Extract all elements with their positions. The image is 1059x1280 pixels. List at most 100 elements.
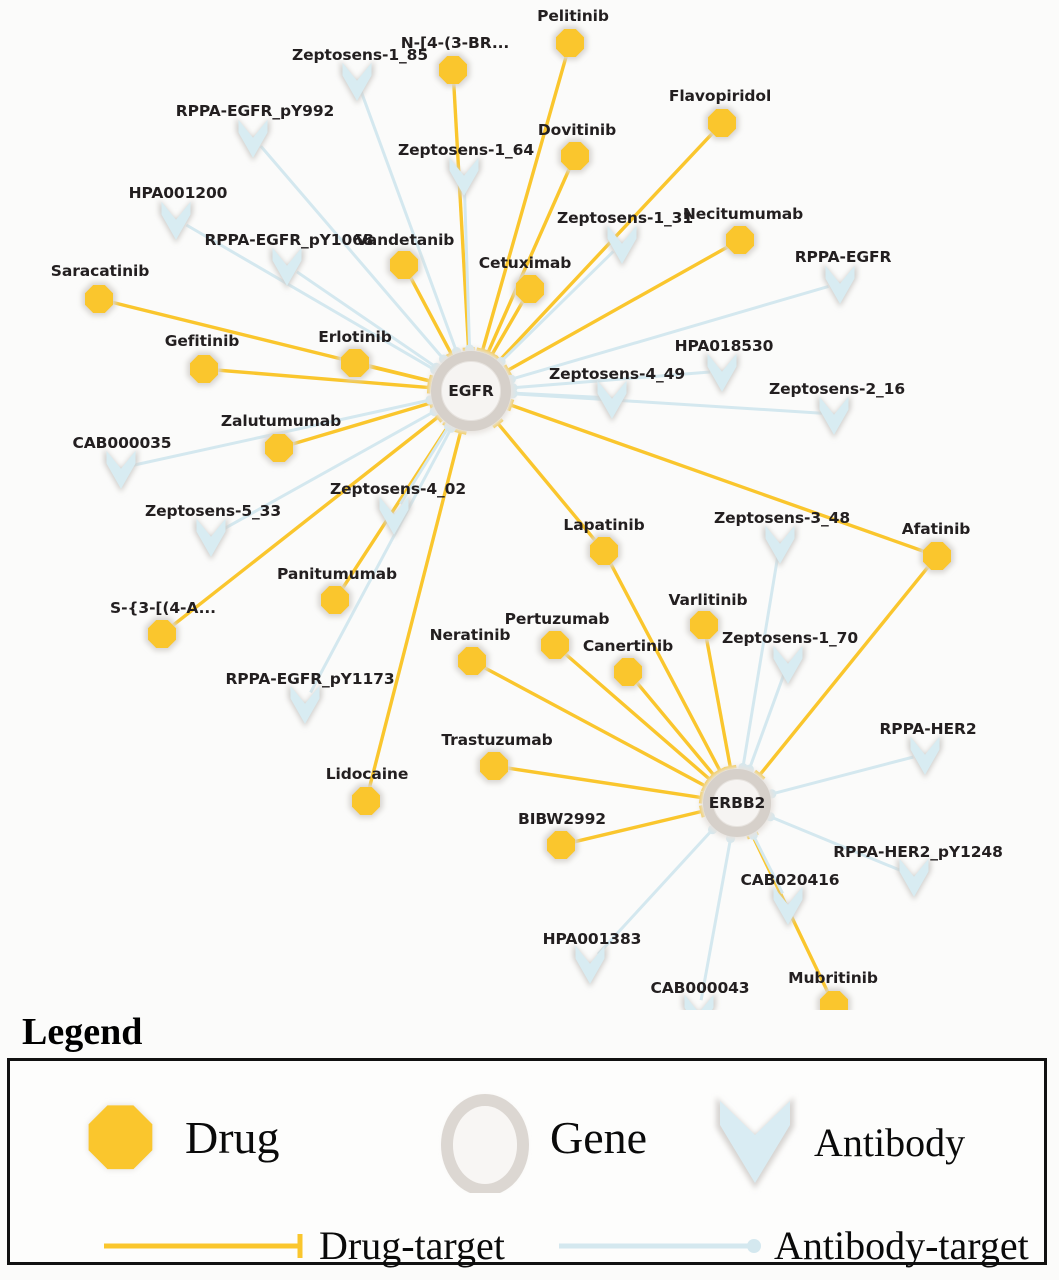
drug-glyph (726, 226, 754, 254)
drug-target-edge (486, 166, 572, 354)
drug-glyph (439, 56, 467, 84)
antibody-glyph (272, 247, 302, 286)
edges-layer (110, 54, 931, 1001)
drug-glyph (561, 142, 589, 170)
drug-node[interactable] (611, 655, 645, 689)
legend-box: Drug Gene Antibody (7, 1058, 1047, 1268)
antibody-target-edge (596, 828, 714, 956)
antibody-node[interactable] (595, 378, 629, 423)
drug-node[interactable] (705, 106, 739, 140)
drug-node[interactable] (387, 248, 421, 282)
antibody-node[interactable] (817, 394, 851, 439)
drug-node[interactable] (338, 346, 372, 380)
antibody-glyph (449, 157, 479, 196)
drug-node[interactable] (262, 431, 296, 465)
drug-target-edge (506, 244, 731, 372)
drug-target-edge (481, 665, 707, 788)
drug-target-edge (634, 680, 716, 777)
antibody-node[interactable] (447, 155, 481, 200)
antibody-target-edge (259, 145, 445, 361)
gene-node[interactable] (700, 766, 774, 840)
antibody-node[interactable] (159, 199, 193, 244)
antibody-node[interactable] (908, 734, 942, 779)
antibody-node[interactable] (377, 494, 411, 539)
drug-target-edge (505, 766, 702, 800)
legend-item-antibody: Antibody (700, 1083, 965, 1203)
drug-node[interactable] (455, 644, 489, 678)
antibody-node[interactable] (823, 263, 857, 308)
drug-node[interactable] (920, 539, 954, 573)
network-graph-canvas[interactable]: Zeptosens-1_85 RPPA-EGFR_pY992 Zeptosens-1… (0, 0, 1059, 1037)
tee-line-icon (104, 1234, 303, 1258)
antibody-glyph (773, 645, 803, 684)
drug-glyph (690, 611, 718, 639)
legend-title: Legend (22, 1011, 143, 1053)
antibody-glyph (106, 450, 136, 489)
drug-node[interactable] (587, 534, 621, 568)
drug-target-edge (215, 368, 430, 390)
octagon-icon (88, 1105, 153, 1170)
gene-ring (703, 769, 771, 837)
drug-node[interactable] (558, 139, 592, 173)
drug-target-edge (367, 431, 463, 790)
antibody-node[interactable] (771, 884, 805, 929)
antibody-node[interactable] (573, 943, 607, 988)
antibody-glyph (196, 518, 226, 557)
drug-node[interactable] (817, 988, 851, 1022)
antibody-glyph (607, 225, 637, 264)
drug-glyph (556, 29, 584, 57)
antibody-node[interactable] (605, 223, 639, 268)
nodes-layer[interactable] (82, 26, 954, 1037)
antibody-target-edge (771, 755, 914, 796)
antibody-glyph (379, 496, 409, 535)
antibody-target-edge (769, 815, 904, 873)
drug-node[interactable] (687, 608, 721, 642)
drug-node[interactable] (513, 272, 547, 306)
drug-glyph (590, 537, 618, 565)
network-svg[interactable] (0, 0, 1059, 1037)
drug-target-edge (496, 422, 598, 543)
antibody-glyph (161, 201, 191, 240)
drug-node[interactable] (145, 617, 179, 651)
drug-node[interactable] (538, 628, 572, 662)
antibody-target-edge (510, 284, 829, 381)
antibody-target-edge (751, 834, 784, 894)
drug-glyph (480, 752, 508, 780)
antibody-node[interactable] (288, 683, 322, 728)
antibody-glyph (597, 380, 627, 419)
antibody-target-edge (499, 250, 615, 363)
antibody-target-edge (462, 186, 472, 350)
drug-node[interactable] (477, 749, 511, 783)
drug-target-edge (170, 415, 440, 628)
antibody-node[interactable] (340, 60, 374, 105)
drug-node[interactable] (553, 26, 587, 60)
drug-node[interactable] (723, 223, 757, 257)
antibody-node[interactable] (705, 351, 739, 396)
antibody-node[interactable] (104, 448, 138, 493)
antibody-node[interactable] (771, 643, 805, 688)
gene-node[interactable] (428, 348, 514, 434)
antibody-glyph (765, 525, 795, 564)
drug-node[interactable] (318, 583, 352, 617)
antibody-node[interactable] (236, 117, 270, 162)
gene-core (442, 362, 500, 420)
antibody-node[interactable] (194, 516, 228, 561)
antibody-node[interactable] (682, 992, 716, 1037)
drug-node[interactable] (544, 828, 578, 862)
drug-node[interactable] (436, 53, 470, 87)
antibody-node[interactable] (897, 856, 931, 901)
drug-node[interactable] (187, 352, 221, 386)
drug-target-edge (452, 81, 471, 350)
antibody-node[interactable] (270, 245, 304, 290)
drug-node[interactable] (349, 784, 383, 818)
ring-icon (441, 1094, 529, 1193)
drug-glyph (708, 109, 736, 137)
legend-label-gene: Gene (550, 1112, 648, 1163)
drug-glyph (85, 285, 113, 313)
drug-glyph (614, 658, 642, 686)
antibody-node[interactable] (763, 523, 797, 568)
drug-node[interactable] (82, 282, 116, 316)
antibody-target-edge (309, 427, 453, 694)
legend-label-drug-target: Drug-target (319, 1223, 505, 1268)
